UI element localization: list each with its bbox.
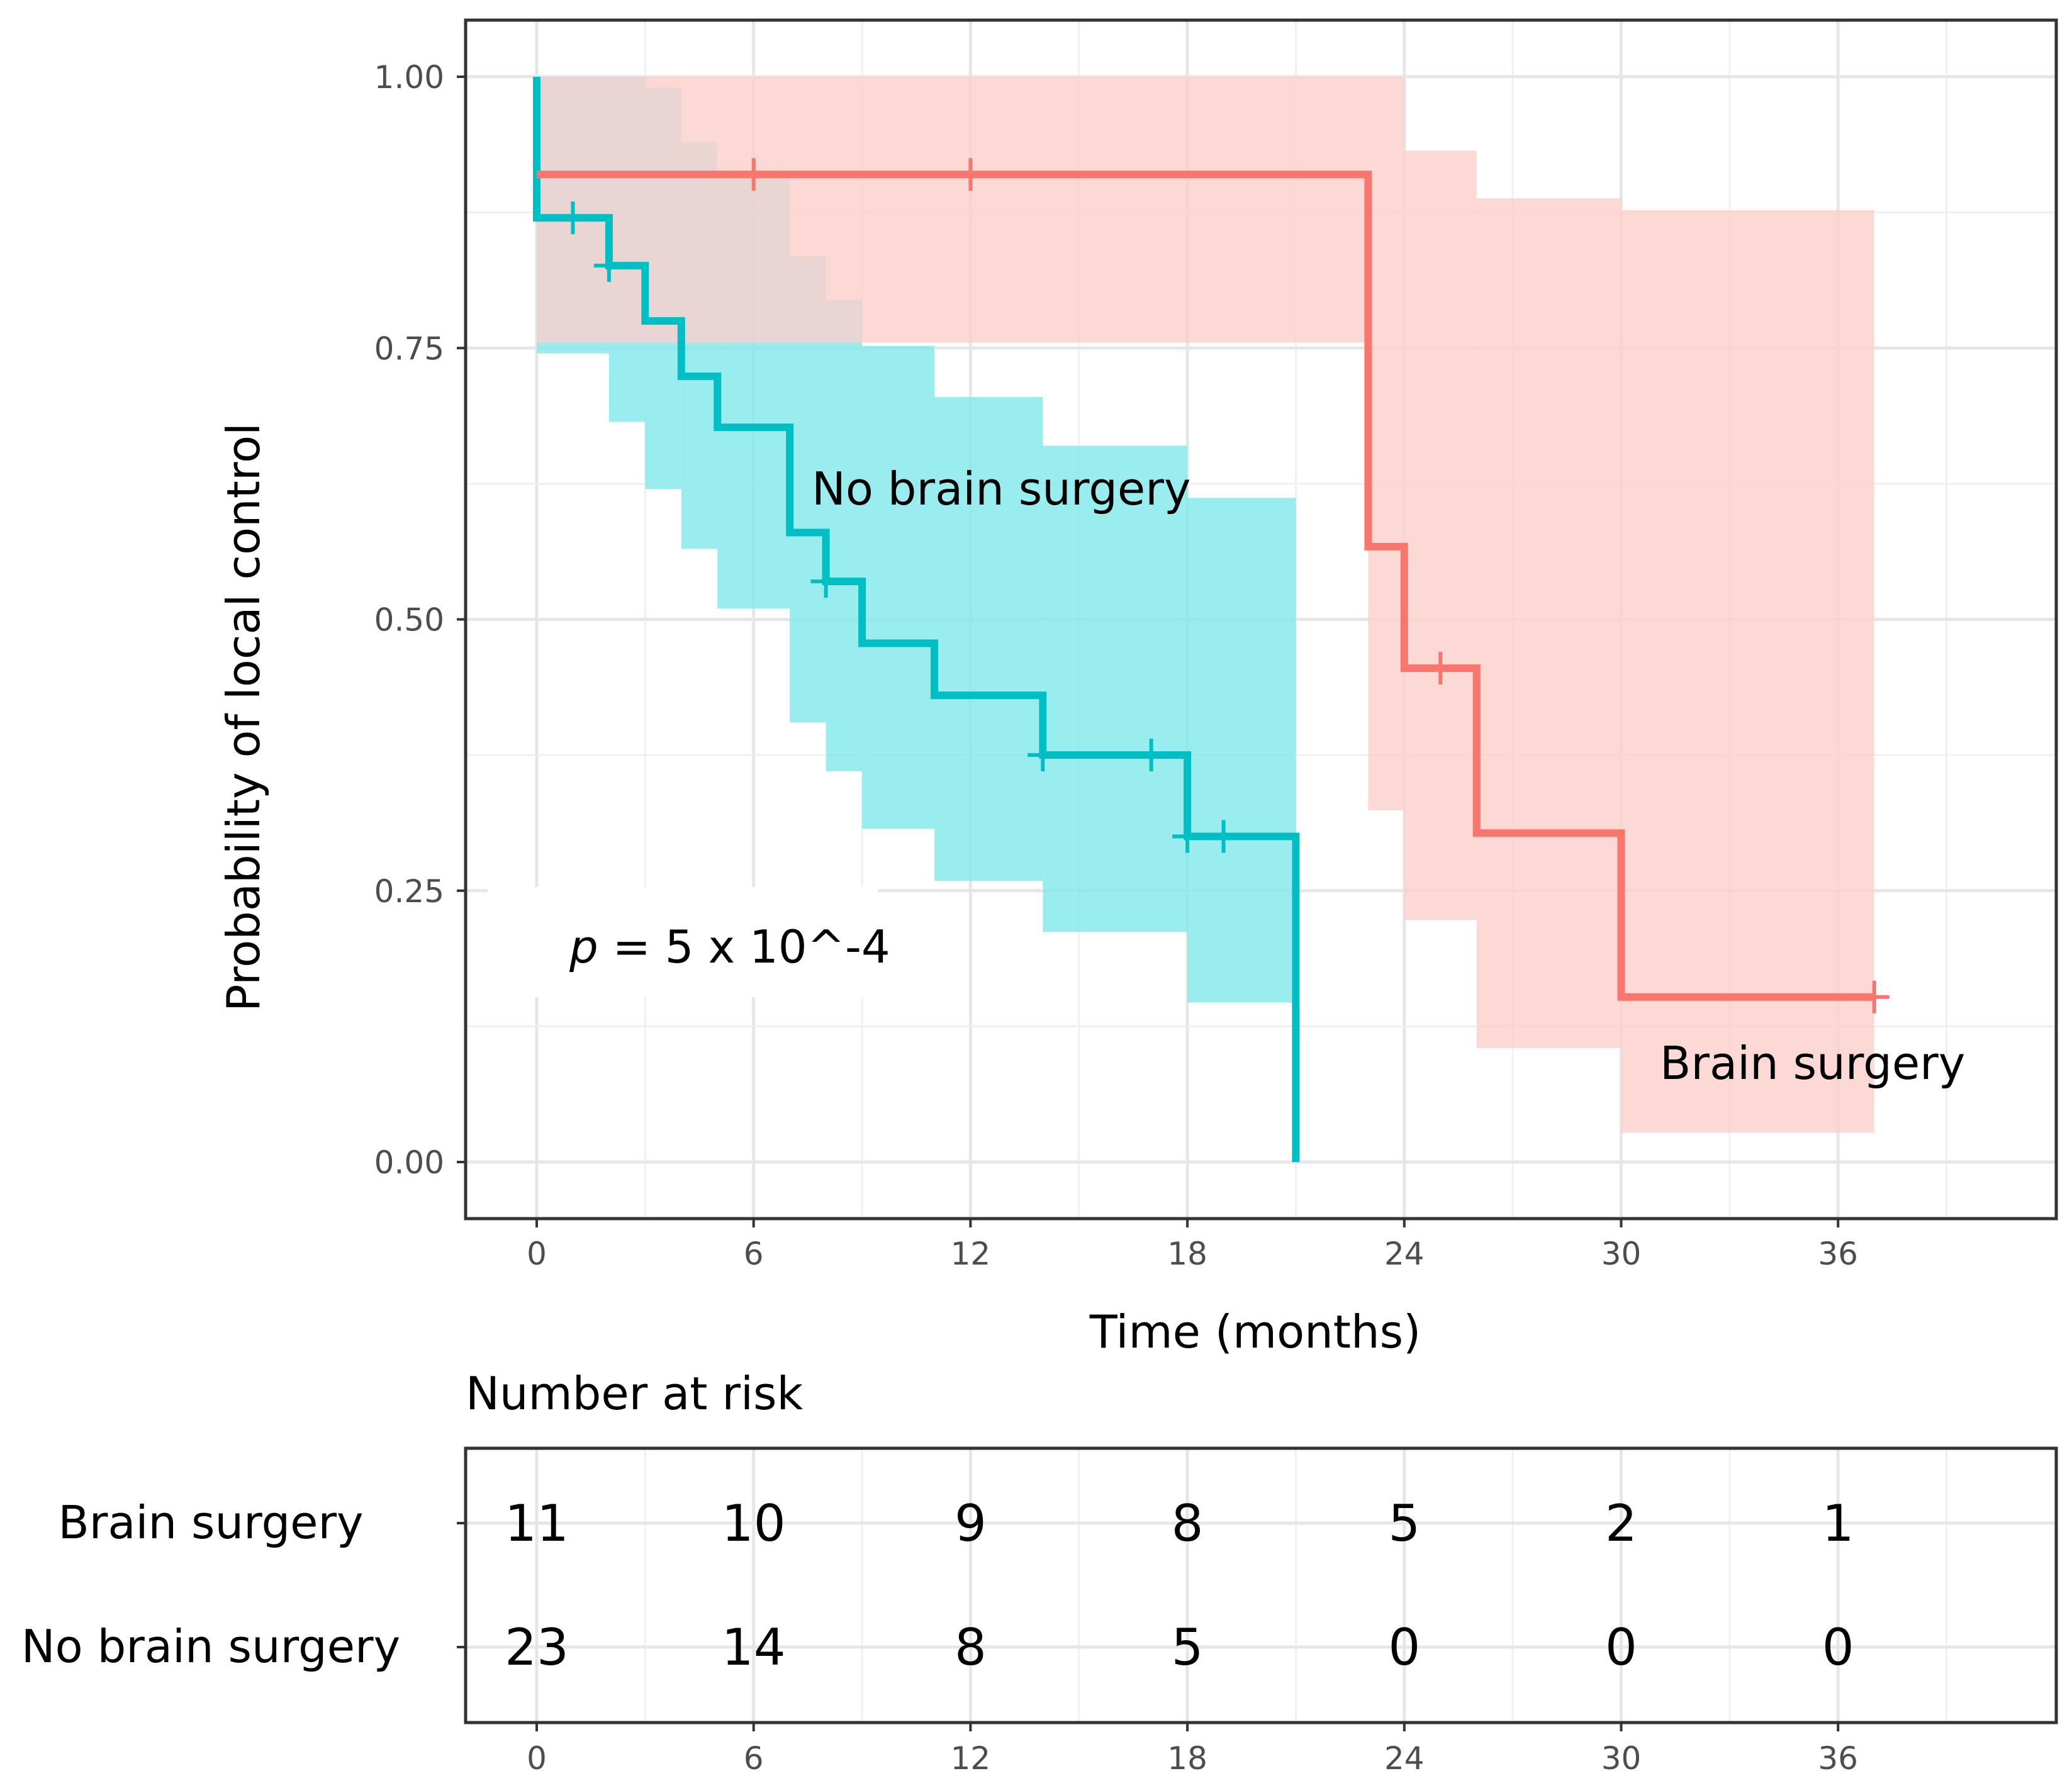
x-tick-label: 24	[1384, 1236, 1425, 1272]
risk-x-tick-label: 0	[527, 1740, 547, 1777]
risk-count-cell: 8	[1172, 1494, 1204, 1553]
risk-table-gridlines	[466, 1448, 2056, 1723]
x-tick-label: 18	[1167, 1236, 1207, 1272]
risk-count-cell: 5	[1388, 1494, 1420, 1553]
p-value-label: p = 5 x 10^-4	[569, 920, 890, 973]
no-brain-surgery-censor-mark	[1172, 820, 1203, 853]
brain-surgery-ci-band	[1368, 77, 1404, 811]
risk-count-cell: 23	[505, 1618, 569, 1677]
risk-x-tick-label: 18	[1167, 1740, 1207, 1777]
main-panel: p = 5 x 10^-4 No brain surgery Brain sur…	[464, 18, 2058, 1221]
no-brain-surgery-censor-mark	[1028, 739, 1058, 772]
brain-surgery-ci-band	[1476, 198, 1621, 1048]
risk-table-title: Number at risk	[466, 1367, 803, 1420]
no-brain-surgery-censor-mark	[810, 565, 841, 598]
risk-x-tick-label: 30	[1601, 1740, 1642, 1777]
risk-count-cell: 0	[1605, 1618, 1637, 1677]
no-brain-surgery-ci-band	[826, 299, 863, 771]
x-axis-ticks: 0 6 12 18 24 30 36	[527, 1219, 1858, 1272]
y-tick-label: 0.50	[374, 602, 444, 639]
risk-count-cell: 5	[1172, 1618, 1204, 1677]
x-tick-label: 6	[744, 1236, 764, 1272]
risk-count-cell: 8	[955, 1618, 987, 1677]
y-axis-ticks: 0.00 0.25 0.50 0.75 1.00	[374, 59, 466, 1181]
risk-row-label: No brain surgery	[21, 1620, 400, 1673]
no-brain-surgery-censor-mark	[1208, 820, 1239, 853]
y-tick-label: 0.75	[374, 330, 444, 367]
risk-table-panel: 11 10 9 8 5 2 1 23 14 8 5 0 0 0	[464, 1446, 2058, 1724]
no-brain-surgery-ci-band	[862, 345, 934, 829]
brain-surgery-censor-mark	[1425, 652, 1456, 685]
y-tick-label: 1.00	[374, 59, 444, 96]
brain-surgery-ci-band	[1404, 150, 1477, 920]
no-brain-surgery-curve-label: No brain surgery	[812, 462, 1190, 515]
censor-marks	[557, 158, 1890, 1014]
brain-surgery-censor-mark	[955, 158, 986, 191]
x-tick-label: 36	[1818, 1236, 1858, 1272]
no-brain-surgery-ci-band	[934, 396, 1043, 881]
p-value-box	[488, 887, 878, 997]
no-brain-surgery-censor-mark	[1136, 739, 1167, 772]
y-tick-label: 0.25	[374, 873, 444, 910]
p-value-text: = 5 x 10^-4	[598, 920, 890, 973]
no-brain-surgery-ci-band	[1187, 498, 1296, 1003]
risk-count-cell: 9	[955, 1494, 987, 1553]
risk-x-tick-label: 6	[744, 1740, 764, 1777]
p-symbol: p	[569, 920, 598, 973]
risk-table-x-ticks: 0 6 12 18 24 30 36	[527, 1723, 1858, 1777]
risk-count-cell: 10	[722, 1494, 786, 1553]
risk-table-row-labels: Brain surgery No brain surgery	[21, 1496, 466, 1673]
risk-x-tick-label: 36	[1818, 1740, 1858, 1777]
brain-surgery-censor-mark	[1859, 980, 1890, 1014]
risk-row-label: Brain surgery	[58, 1496, 363, 1549]
y-tick-label: 0.00	[374, 1144, 444, 1181]
brain-surgery-censor-mark	[738, 158, 769, 191]
x-tick-label: 30	[1601, 1236, 1642, 1272]
risk-table-counts: 11 10 9 8 5 2 1 23 14 8 5 0 0 0	[505, 1494, 1854, 1677]
no-brain-surgery-ci-band	[1043, 445, 1188, 932]
risk-x-tick-label: 12	[951, 1740, 991, 1777]
risk-count-cell: 0	[1822, 1618, 1854, 1677]
x-tick-label: 12	[951, 1236, 991, 1272]
risk-count-cell: 1	[1822, 1494, 1854, 1553]
no-brain-surgery-survival-curve	[533, 77, 1300, 1162]
no-brain-surgery-censor-mark	[557, 201, 588, 235]
risk-table-background	[466, 1448, 2056, 1723]
x-tick-label: 0	[527, 1236, 547, 1272]
risk-count-cell: 0	[1388, 1618, 1420, 1677]
x-axis-title: Time (months)	[1089, 1305, 1421, 1358]
risk-count-cell: 2	[1605, 1494, 1637, 1553]
risk-table-border	[464, 1446, 2058, 1724]
no-brain-surgery-censor-mark	[593, 249, 624, 282]
y-axis-title: Probability of local control	[217, 423, 270, 1012]
confidence-bands	[537, 77, 1874, 1133]
brain-surgery-ci-band	[1621, 210, 1874, 1133]
risk-count-cell: 11	[505, 1494, 569, 1553]
brain-surgery-ci-band	[537, 77, 1369, 343]
brain-surgery-curve-label: Brain surgery	[1660, 1037, 1965, 1090]
risk-x-tick-label: 24	[1384, 1740, 1425, 1777]
risk-count-cell: 14	[722, 1618, 786, 1677]
